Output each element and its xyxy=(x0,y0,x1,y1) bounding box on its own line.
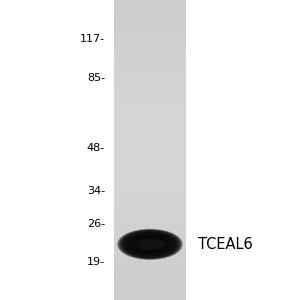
Ellipse shape xyxy=(135,239,165,250)
Ellipse shape xyxy=(130,235,170,254)
Ellipse shape xyxy=(126,233,174,255)
Ellipse shape xyxy=(124,232,176,256)
Text: 34-: 34- xyxy=(87,186,105,196)
Text: 117-: 117- xyxy=(80,34,105,44)
Ellipse shape xyxy=(127,234,173,255)
Ellipse shape xyxy=(134,237,166,252)
Ellipse shape xyxy=(120,230,180,258)
Ellipse shape xyxy=(128,234,172,254)
Ellipse shape xyxy=(129,235,171,254)
Ellipse shape xyxy=(122,231,178,257)
Ellipse shape xyxy=(124,232,176,256)
Ellipse shape xyxy=(136,238,164,251)
Ellipse shape xyxy=(118,230,182,259)
Ellipse shape xyxy=(140,239,160,249)
Ellipse shape xyxy=(133,236,167,252)
Ellipse shape xyxy=(142,241,158,248)
Ellipse shape xyxy=(137,238,163,250)
Ellipse shape xyxy=(123,232,177,257)
Ellipse shape xyxy=(137,238,163,250)
Ellipse shape xyxy=(139,239,161,250)
Ellipse shape xyxy=(131,236,169,253)
Text: 48-: 48- xyxy=(87,143,105,153)
Text: 85-: 85- xyxy=(87,73,105,83)
Ellipse shape xyxy=(120,231,180,258)
Ellipse shape xyxy=(141,240,159,249)
Ellipse shape xyxy=(138,239,162,250)
Ellipse shape xyxy=(130,235,170,254)
Ellipse shape xyxy=(132,236,168,253)
Ellipse shape xyxy=(134,237,166,252)
Ellipse shape xyxy=(122,232,178,257)
Ellipse shape xyxy=(128,234,172,255)
Ellipse shape xyxy=(118,229,182,259)
Ellipse shape xyxy=(135,237,165,251)
Ellipse shape xyxy=(125,233,175,256)
Ellipse shape xyxy=(132,236,168,253)
Ellipse shape xyxy=(126,233,174,256)
Ellipse shape xyxy=(121,231,179,258)
Text: 26-: 26- xyxy=(87,219,105,229)
Ellipse shape xyxy=(142,240,158,248)
Text: TCEAL6: TCEAL6 xyxy=(198,237,253,252)
Ellipse shape xyxy=(143,241,157,247)
Ellipse shape xyxy=(119,230,181,259)
Text: 19-: 19- xyxy=(87,257,105,267)
Ellipse shape xyxy=(143,241,157,247)
Ellipse shape xyxy=(136,238,164,251)
Ellipse shape xyxy=(140,240,160,249)
